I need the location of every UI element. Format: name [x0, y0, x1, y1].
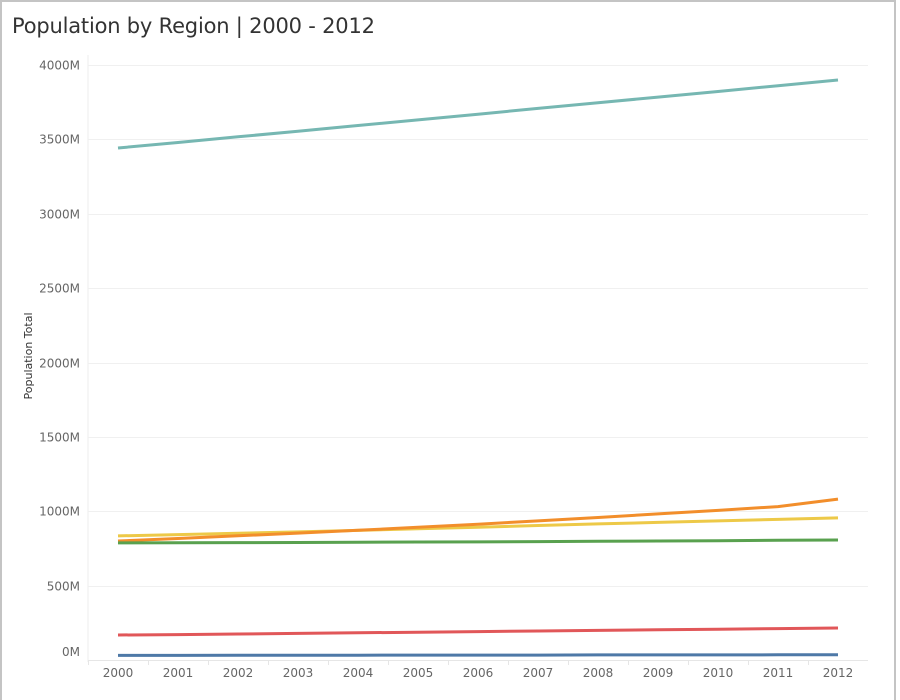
x-tick-label: 2007: [523, 666, 554, 680]
y-tick-label: 2000M: [39, 357, 80, 371]
x-tick-label: 2001: [163, 666, 194, 680]
x-tick-label: 2009: [643, 666, 674, 680]
series-lines: [117, 78, 839, 657]
y-tick-label: 0M: [62, 645, 80, 659]
y-axis-ticks: 0M 500M 1000M 1500M 2000M 2500M 3000M 3500M 4000…: [39, 59, 80, 660]
y-tick-label: 500M: [47, 580, 80, 594]
y-tick-label: 3500M: [39, 133, 80, 147]
x-tick-label: 2011: [763, 666, 794, 680]
y-tick-label: 1500M: [39, 431, 80, 445]
x-axis-ticks: 2000 2001 2002 2003 2004 2005 2006 2007 2008 2009…: [88, 660, 854, 680]
x-tick-label: 2012: [823, 666, 854, 680]
series-line-4[interactable]: [117, 538, 839, 545]
x-tick-label: 2010: [703, 666, 734, 680]
x-tick-label: 2005: [403, 666, 434, 680]
y-tick-label: 3000M: [39, 208, 80, 222]
x-tick-label: 2003: [283, 666, 314, 680]
x-tick-label: 2002: [223, 666, 254, 680]
series-line-3[interactable]: [117, 497, 839, 543]
x-tick-label: 2008: [583, 666, 614, 680]
series-line-6[interactable]: [118, 653, 838, 657]
y-tick-label: 1000M: [39, 505, 80, 519]
y-axis-label: Population Total: [22, 313, 35, 400]
x-tick-label: 2000: [103, 666, 134, 680]
series-line-5[interactable]: [117, 626, 839, 637]
y-tick-label: 2500M: [39, 282, 80, 296]
chart-title: Population by Region | 2000 - 2012: [12, 14, 375, 38]
gridlines: [87, 55, 868, 662]
y-tick-label: 4000M: [39, 59, 80, 73]
x-tick-label: 2006: [463, 666, 494, 680]
x-tick-label: 2004: [343, 666, 374, 680]
series-line-1[interactable]: [117, 78, 839, 150]
series-line-2[interactable]: [117, 516, 839, 538]
